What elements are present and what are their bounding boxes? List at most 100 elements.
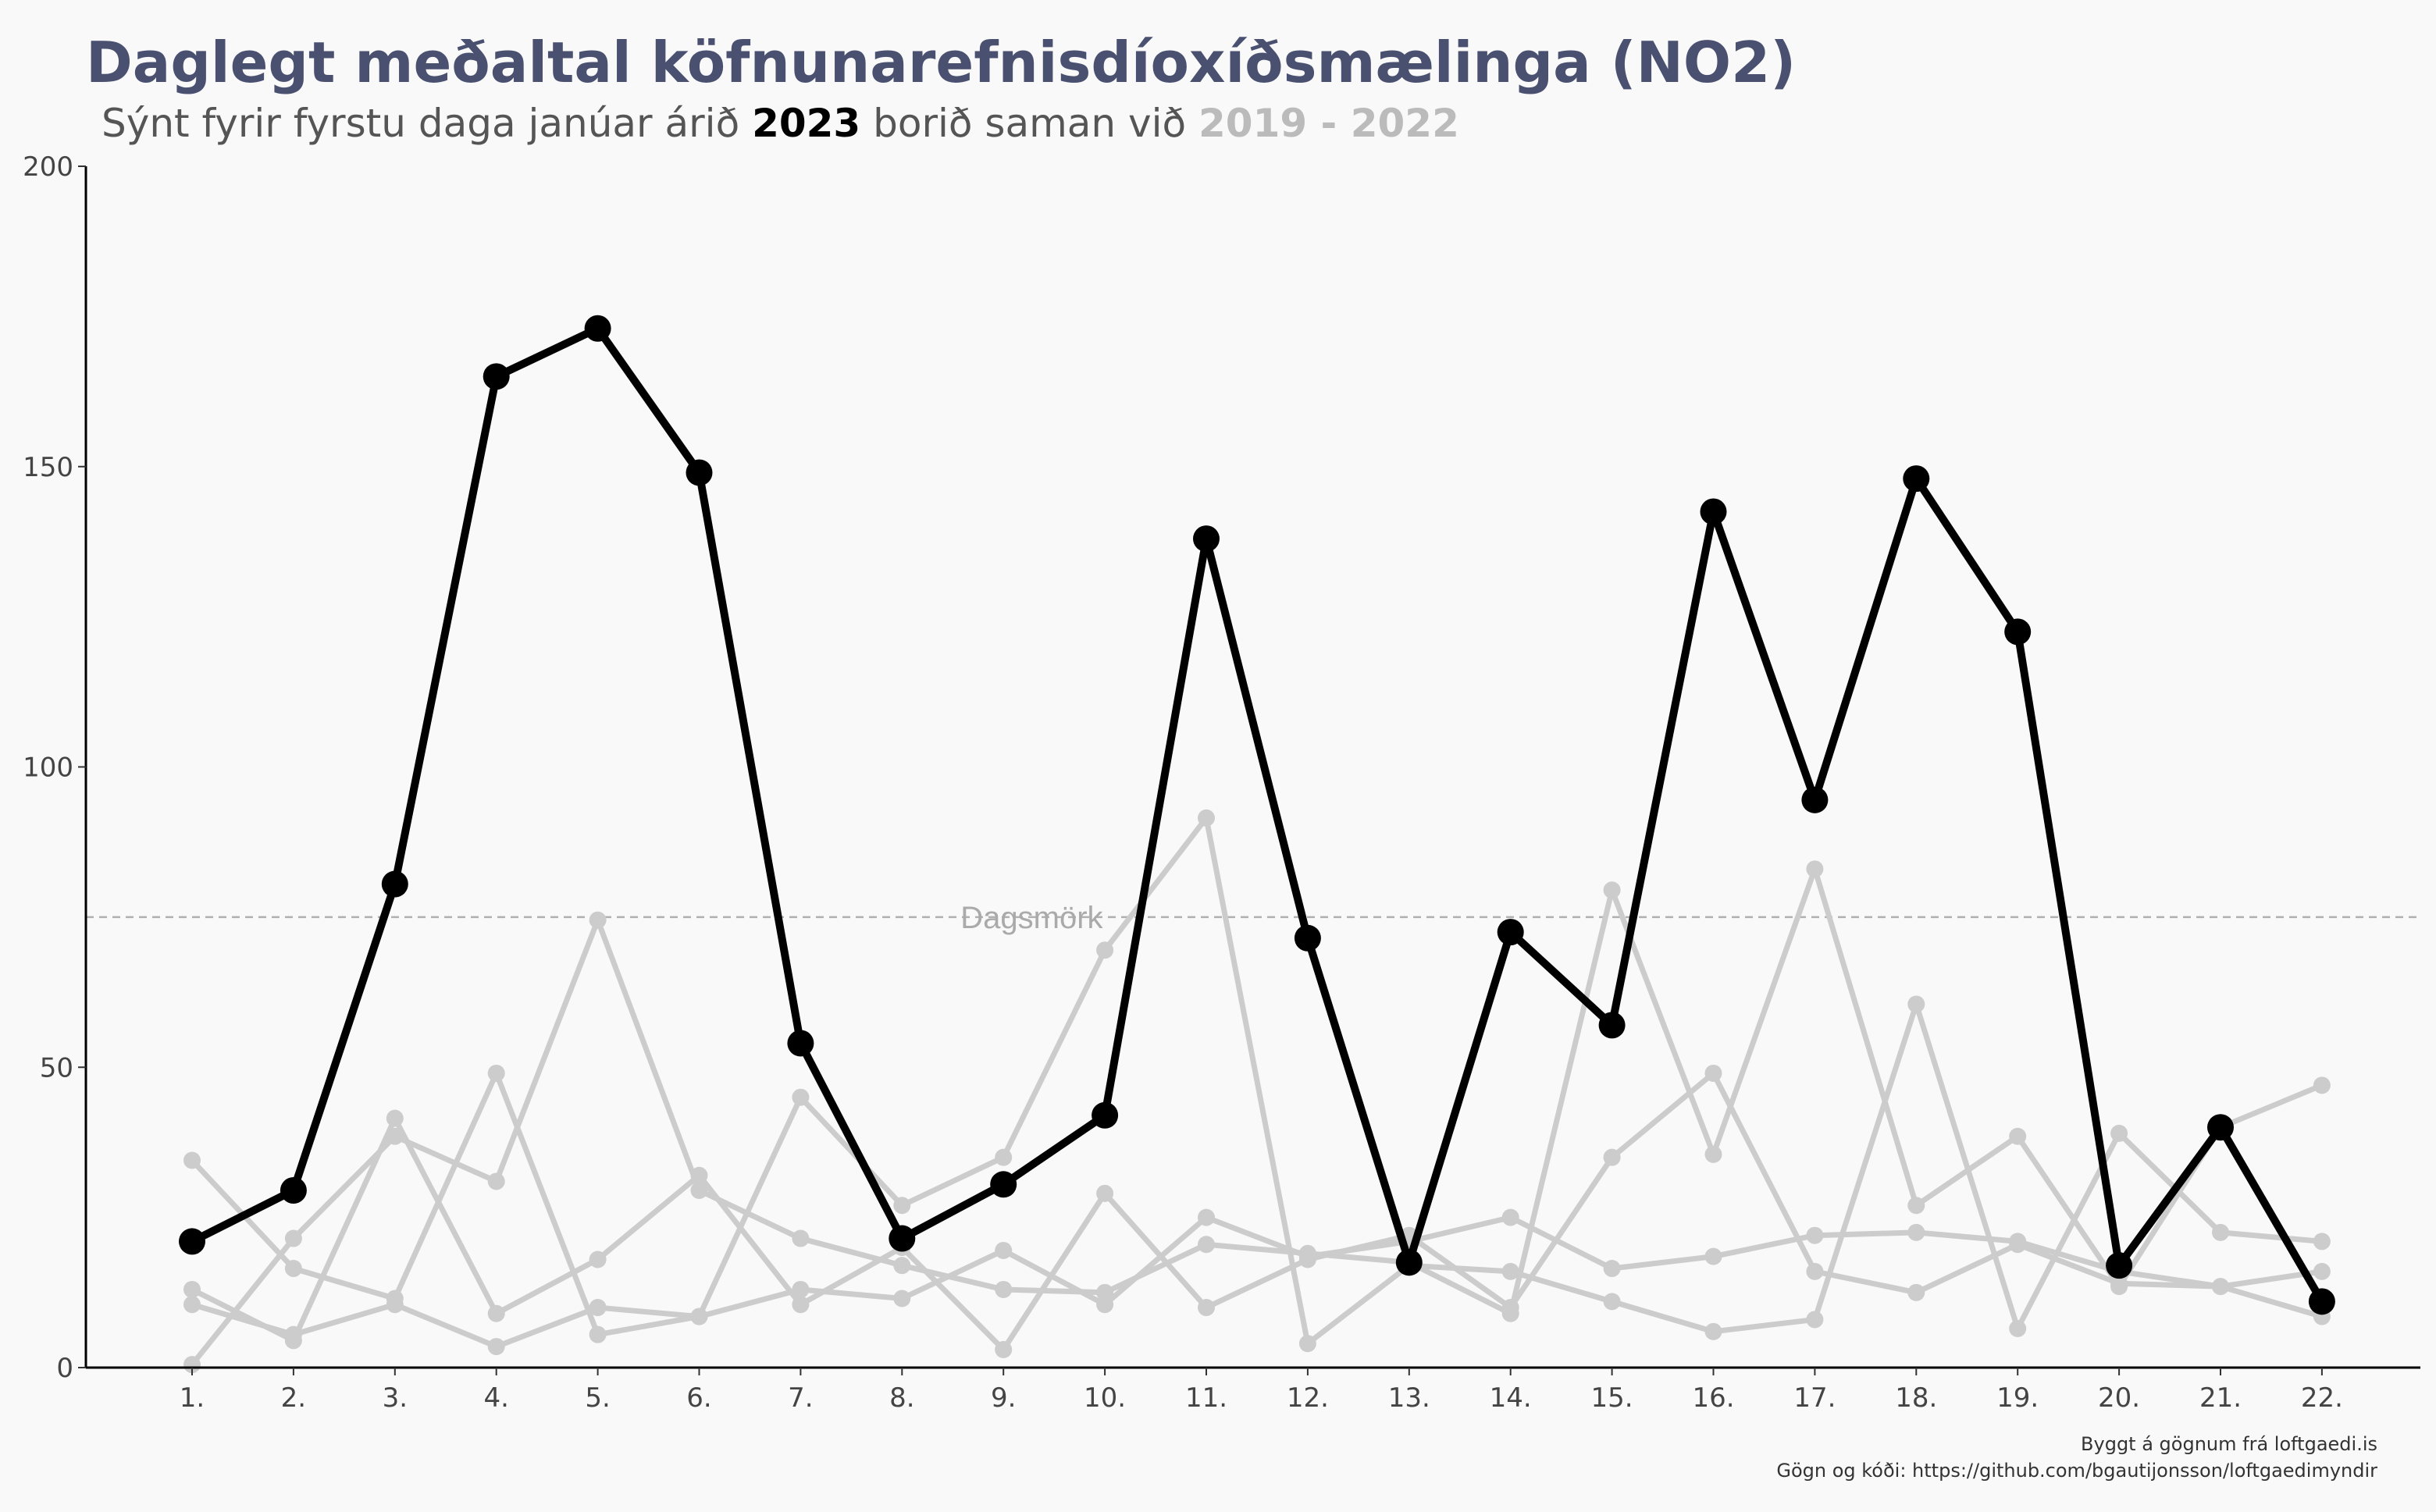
data-point — [589, 1251, 607, 1268]
data-point — [2207, 1114, 2234, 1141]
data-point — [1806, 1226, 1824, 1244]
data-point — [995, 1280, 1013, 1298]
data-point — [584, 315, 611, 342]
data-point — [792, 1088, 810, 1106]
data-point — [690, 1307, 708, 1325]
data-point — [589, 1299, 607, 1317]
series-line — [189, 1215, 2325, 1350]
data-point — [2313, 1262, 2331, 1280]
axes: 0 50 100 150 200 1. 2. 3. 4. 5. 6. 7. 8. 9. 10. 11. 12. 1… — [23, 151, 2420, 1414]
data-point — [1092, 1101, 1119, 1129]
data-point — [1198, 809, 1215, 827]
data-point — [183, 1296, 201, 1314]
data-point — [2009, 1127, 2027, 1145]
data-point — [2106, 1252, 2133, 1279]
x-tick-label: 16. — [1692, 1382, 1734, 1414]
data-point — [995, 1241, 1013, 1259]
data-point — [2308, 1288, 2335, 1315]
data-point — [1704, 1247, 1722, 1265]
x-tick-label: 8. — [889, 1382, 914, 1414]
series-line — [189, 866, 2325, 1368]
y-tick-label: 50 — [40, 1052, 73, 1083]
reference-layer: Dagsmörk — [86, 901, 2420, 935]
data-point — [1806, 860, 1824, 878]
x-tick-label: 22. — [2301, 1382, 2343, 1414]
data-point — [487, 1172, 505, 1190]
x-tick-label: 5. — [585, 1382, 610, 1414]
x-tick-label: 15. — [1591, 1382, 1633, 1414]
caption-code: Gögn og kóði: https://github.com/bgautij… — [1776, 1460, 2377, 1482]
x-tick-label: 17. — [1793, 1382, 1836, 1414]
data-point — [1907, 1197, 1925, 1215]
series-highlight — [179, 315, 2335, 1315]
data-point — [1704, 1322, 1722, 1340]
subtitle-prefix: Sýnt fyrir fyrstu daga janúar árið — [102, 101, 752, 146]
data-point — [792, 1229, 810, 1247]
data-point — [183, 1151, 201, 1169]
data-point — [280, 1176, 307, 1204]
data-point — [183, 1356, 201, 1374]
caption-source: Byggt á gögnum frá loftgaedi.is — [2081, 1433, 2377, 1455]
data-point — [893, 1257, 911, 1275]
data-point — [183, 1280, 201, 1298]
data-point — [2313, 1233, 2331, 1251]
data-point — [589, 911, 607, 929]
data-point — [1501, 1208, 1519, 1226]
chart-title: Daglegt meðaltal köfnunarefnisdíoxíðsmæl… — [86, 30, 1796, 95]
data-point — [1298, 1335, 1316, 1353]
data-point — [1501, 1304, 1519, 1322]
x-tick-label: 12. — [1287, 1382, 1329, 1414]
y-tick-label: 0 — [56, 1353, 73, 1384]
data-point — [1198, 1299, 1215, 1317]
data-point — [2009, 1319, 2027, 1337]
data-point — [1603, 1148, 1621, 1166]
data-point — [1700, 498, 1727, 525]
data-point — [1704, 1145, 1722, 1163]
data-point — [792, 1280, 810, 1298]
subtitle-comparison-years: 2019 - 2022 — [1198, 101, 1459, 146]
data-point — [284, 1325, 302, 1343]
data-point — [787, 1030, 814, 1057]
data-point — [2009, 1233, 2027, 1251]
data-point — [1907, 995, 1925, 1013]
data-point — [179, 1228, 205, 1255]
data-point — [2110, 1278, 2128, 1296]
x-tick-label: 7. — [788, 1382, 813, 1414]
x-tick-label: 10. — [1084, 1382, 1126, 1414]
data-point — [2313, 1076, 2331, 1094]
data-point — [1806, 1311, 1824, 1329]
x-tick-label: 6. — [686, 1382, 711, 1414]
x-tick-label: 13. — [1388, 1382, 1430, 1414]
data-point — [487, 1338, 505, 1356]
x-tick-label: 3. — [383, 1382, 408, 1414]
data-point — [1096, 1184, 1114, 1202]
y-tick-label: 150 — [23, 452, 73, 483]
data-point — [1198, 1208, 1215, 1226]
data-point — [686, 459, 713, 486]
data-point — [386, 1127, 404, 1145]
data-point — [1395, 1249, 1423, 1276]
data-point — [386, 1296, 404, 1314]
x-tick-label: 21. — [2199, 1382, 2242, 1414]
data-point — [381, 870, 408, 898]
chart-subtitle: Sýnt fyrir fyrstu daga janúar árið 2023 … — [102, 101, 1459, 146]
series-comparison-2 — [183, 1064, 2331, 1358]
data-point — [1501, 1262, 1519, 1280]
data-point — [1598, 1012, 1626, 1039]
subtitle-middle: borið saman við — [860, 101, 1198, 146]
x-tick-label: 2. — [281, 1382, 306, 1414]
data-point — [1497, 919, 1524, 946]
series-line — [188, 324, 2326, 1306]
y-tick-label: 200 — [23, 151, 73, 183]
reference-line-label: Dagsmörk — [960, 901, 1103, 935]
data-point — [386, 1109, 404, 1127]
series-comparison-1 — [183, 809, 2331, 1353]
data-point — [1298, 1247, 1316, 1265]
data-point — [690, 1181, 708, 1199]
x-tick-label: 1. — [180, 1382, 205, 1414]
x-tick-label: 4. — [483, 1382, 508, 1414]
data-point — [1907, 1283, 1925, 1301]
highlight-series-layer — [179, 315, 2335, 1315]
comparison-series-layer — [183, 809, 2331, 1374]
